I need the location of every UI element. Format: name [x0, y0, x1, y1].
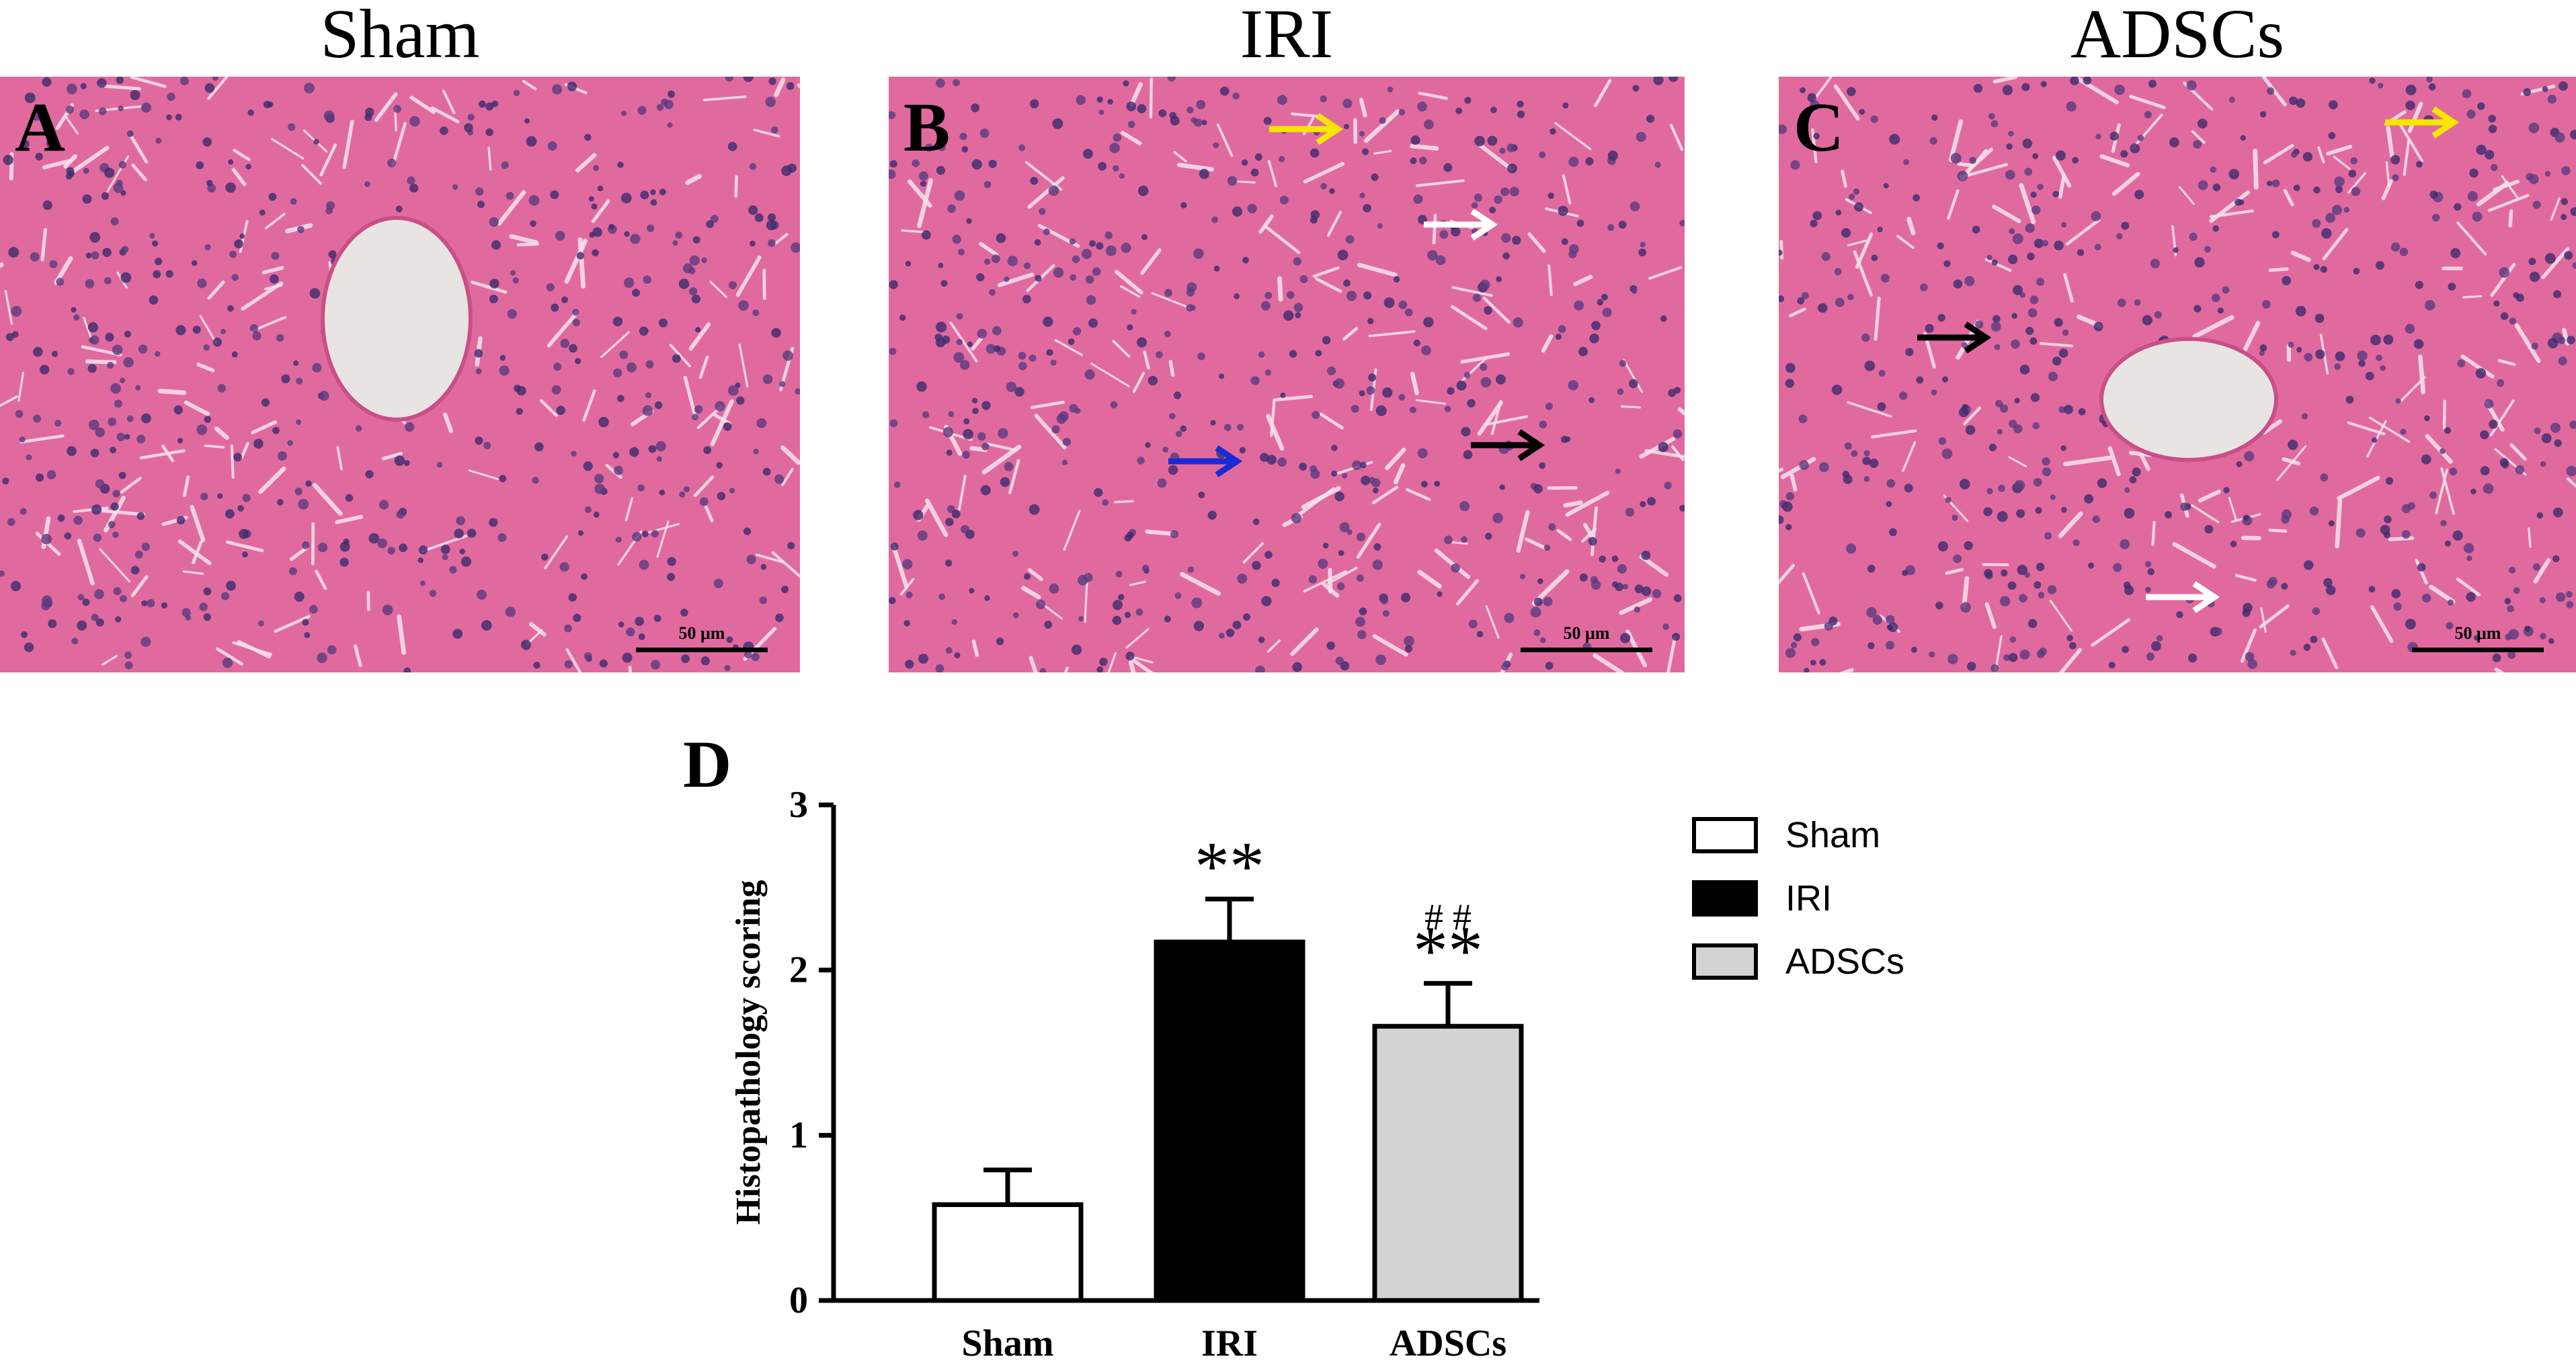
scale-bar-line: [2412, 648, 2544, 652]
yellow-arrow-icon: [1269, 113, 1344, 145]
bar: [1154, 939, 1305, 1303]
tissue-texture: [0, 77, 800, 672]
scale-bar-line: [1521, 648, 1652, 652]
white-arrow-icon: [1424, 208, 1498, 241]
legend-swatch: [1692, 817, 1758, 853]
scale-bar-label: 50 μm: [2454, 623, 2501, 643]
panel-letter-a: A: [15, 89, 66, 166]
significance-label: **: [1413, 912, 1483, 989]
tissue-texture: [889, 77, 1685, 672]
legend-label: IRI: [1785, 878, 1832, 919]
x-tick-label: Sham: [962, 1323, 1054, 1361]
y-axis-label: Histopathology scoring: [729, 880, 768, 1225]
bar: [1372, 1023, 1524, 1303]
y-tick-label: 2: [789, 949, 808, 991]
white-arrow-icon: [2146, 581, 2220, 613]
legend-swatch: [1692, 880, 1758, 917]
significance-label-2: # #: [1424, 896, 1472, 938]
panel-letter-d: D: [683, 727, 731, 802]
scale-bar-c: 50 μm: [2412, 623, 2544, 652]
scale-bar-b: 50 μm: [1521, 623, 1652, 652]
y-tick-label: 3: [789, 784, 808, 826]
scale-bar-line: [636, 648, 768, 652]
legend-label: Sham: [1785, 815, 1880, 855]
significance-label: **: [1195, 828, 1264, 905]
title-iri: IRI: [1240, 0, 1334, 73]
panel-letter-c: C: [1794, 89, 1845, 166]
legend-swatch: [1692, 943, 1758, 980]
micrograph-panel-c: C 50 μm: [1779, 77, 2576, 672]
y-tick-label: 1: [789, 1114, 808, 1156]
tissue-texture: [1779, 77, 2576, 672]
legend-label: ADSCs: [1785, 941, 1904, 982]
scale-bar-label: 50 μm: [678, 623, 725, 643]
yellow-arrow-icon: [2385, 106, 2460, 139]
micrograph-panel-b: B 50 μm: [889, 77, 1685, 672]
bar: [932, 1202, 1084, 1303]
scale-bar-a: 50 μm: [636, 623, 768, 652]
micrograph-panel-a: A 50 μm: [0, 77, 800, 672]
title-sham: Sham: [320, 0, 480, 73]
title-adscs: ADSCs: [2070, 0, 2284, 73]
x-tick-label: IRI: [1201, 1323, 1258, 1361]
black-arrow-icon: [1917, 321, 1992, 354]
blue-arrow-icon: [1168, 445, 1243, 477]
scale-bar-label: 50 μm: [1563, 623, 1610, 643]
x-tick-label: ADSCs: [1390, 1323, 1506, 1361]
panel-letter-b: B: [903, 89, 951, 166]
black-arrow-icon: [1471, 429, 1545, 461]
y-tick-label: 0: [789, 1280, 808, 1321]
